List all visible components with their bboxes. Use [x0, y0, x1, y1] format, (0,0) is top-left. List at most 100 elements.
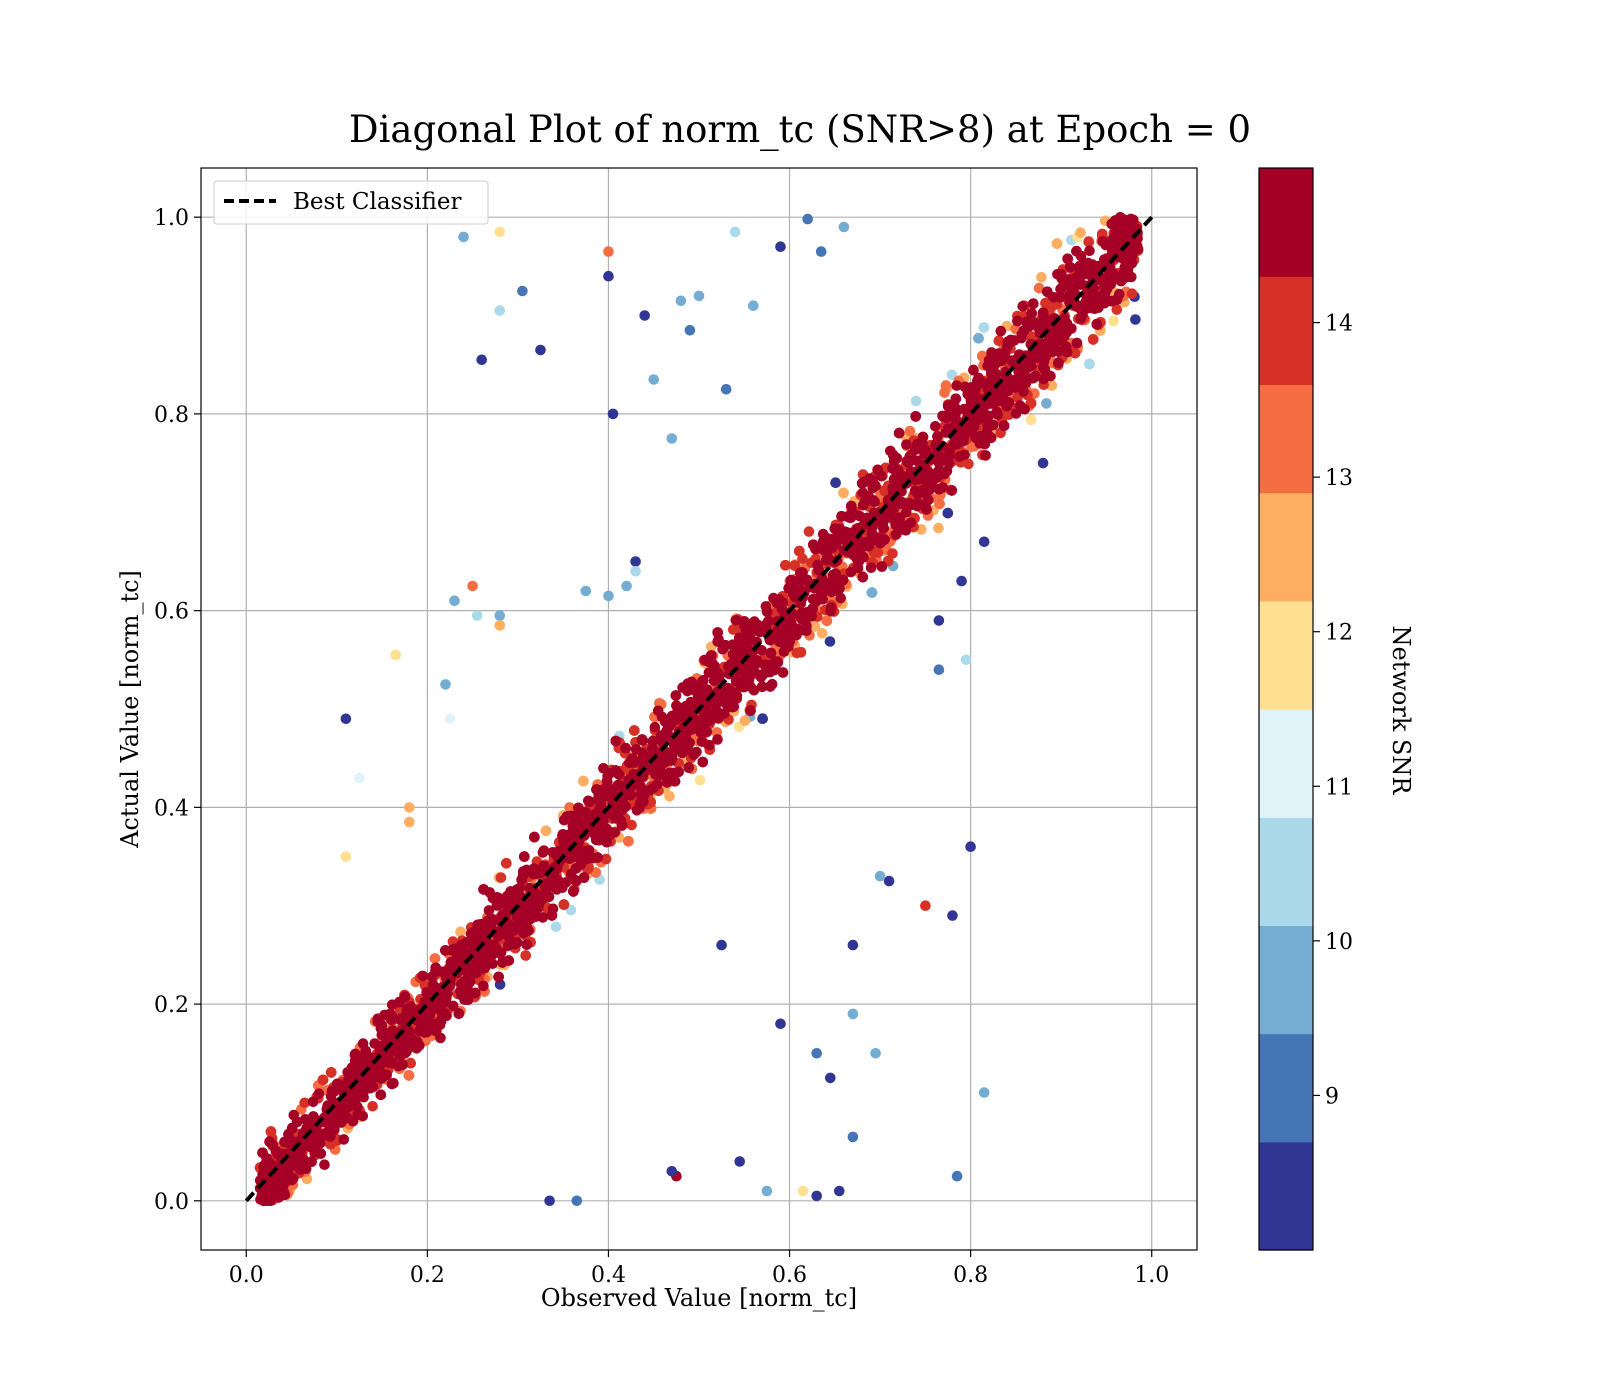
scatter-point: [834, 1185, 845, 1197]
scatter-point: [716, 939, 727, 951]
scatter-point: [751, 655, 763, 666]
scatter-point: [603, 590, 614, 602]
scatter-point: [711, 687, 722, 699]
scatter-point: [550, 921, 562, 933]
scatter-point: [430, 962, 442, 974]
scatter-point: [693, 290, 705, 302]
scatter-point: [973, 333, 984, 344]
scatter-point: [930, 421, 941, 432]
scatter-point: [315, 1148, 327, 1159]
scatter-point: [544, 1195, 555, 1207]
scatter-point: [803, 526, 815, 537]
scatter-point: [501, 858, 512, 869]
scatter-point: [520, 950, 531, 961]
scatter-point: [1045, 302, 1057, 314]
scatter-point: [811, 1048, 822, 1059]
scatter-point: [1037, 457, 1049, 469]
scatter-point: [857, 500, 869, 511]
scatter-point: [388, 1078, 399, 1089]
scatter-point: [1130, 314, 1141, 325]
scatter-point: [1041, 398, 1052, 409]
scatter-point: [1033, 323, 1045, 334]
scatter-point: [514, 882, 525, 894]
scatter-point: [600, 853, 612, 865]
scatter-point: [308, 1111, 319, 1122]
scatter-point: [257, 1147, 268, 1159]
scatter-point: [872, 464, 883, 476]
scatter-point: [1012, 315, 1023, 327]
scatter-point: [951, 1170, 963, 1182]
scatter-point: [449, 595, 460, 607]
scatter-point: [857, 571, 869, 583]
scatter-point: [494, 948, 506, 960]
scatter-point: [942, 507, 954, 519]
scatter-point: [933, 615, 945, 626]
scatter-point: [883, 875, 895, 887]
scatter-point: [852, 562, 864, 574]
scatter-point: [629, 725, 640, 736]
scatter-point: [390, 649, 402, 661]
scatter-point: [478, 980, 489, 992]
scatter-point: [712, 668, 724, 679]
scatter-point: [946, 369, 958, 381]
scatter-point: [610, 765, 622, 776]
scatter-point: [995, 325, 1007, 337]
scatter-point: [795, 647, 807, 658]
scatter-point: [876, 561, 888, 572]
scatter-point: [765, 647, 777, 659]
scatter-point: [684, 325, 696, 336]
scatter-point: [824, 636, 836, 647]
scatter-point: [756, 681, 768, 693]
scatter-point: [947, 910, 958, 921]
scatter-point: [694, 774, 706, 786]
scatter-point: [626, 819, 637, 831]
scatter-point: [683, 762, 694, 773]
scatter-point: [476, 354, 488, 366]
scatter-point: [1010, 408, 1022, 419]
scatter-point: [1050, 329, 1061, 340]
scatter-point: [1108, 315, 1119, 327]
scatter-point: [598, 763, 609, 774]
scatter-point: [483, 905, 495, 916]
scatter-point: [696, 676, 708, 688]
scatter-point: [1098, 237, 1110, 248]
scatter-point: [756, 645, 767, 656]
scatter-point: [1002, 336, 1014, 348]
scatter-point: [1084, 245, 1095, 257]
scatter-point: [648, 374, 659, 385]
scatter-point: [1083, 236, 1094, 247]
scatter-point: [1075, 227, 1086, 238]
scatter-point: [517, 285, 528, 297]
scatter-point: [920, 900, 931, 911]
scatter-point: [956, 575, 967, 587]
scatter-point: [687, 705, 699, 717]
scatter-point: [951, 380, 962, 391]
scatter-point: [1038, 373, 1049, 385]
scatter-point: [1075, 313, 1086, 325]
scatter-point: [564, 802, 575, 813]
scatter-point: [479, 962, 491, 974]
scatter-point: [998, 420, 1010, 432]
scatter-point: [865, 562, 877, 573]
scatter-point: [933, 522, 944, 534]
scatter-point: [879, 534, 890, 545]
scatter-point: [317, 1074, 329, 1086]
scatter-point: [821, 615, 833, 627]
scatter-point: [352, 1101, 363, 1112]
scatter-point: [739, 715, 751, 726]
scatter-point: [494, 226, 506, 238]
scatter-point: [1065, 261, 1076, 273]
scatter-point: [1036, 338, 1047, 350]
scatter-point: [340, 713, 352, 725]
scatter-point: [901, 439, 912, 450]
scatter-point: [494, 610, 506, 621]
scatter-point: [325, 1138, 336, 1150]
scatter-point: [768, 592, 779, 604]
scatter-point: [874, 870, 886, 882]
scatter-point: [338, 1134, 350, 1145]
scatter-point: [511, 937, 523, 948]
scatter-point: [904, 425, 916, 437]
scatter-point: [578, 872, 590, 883]
scatter-point: [666, 433, 678, 444]
scatter-point: [417, 970, 429, 982]
